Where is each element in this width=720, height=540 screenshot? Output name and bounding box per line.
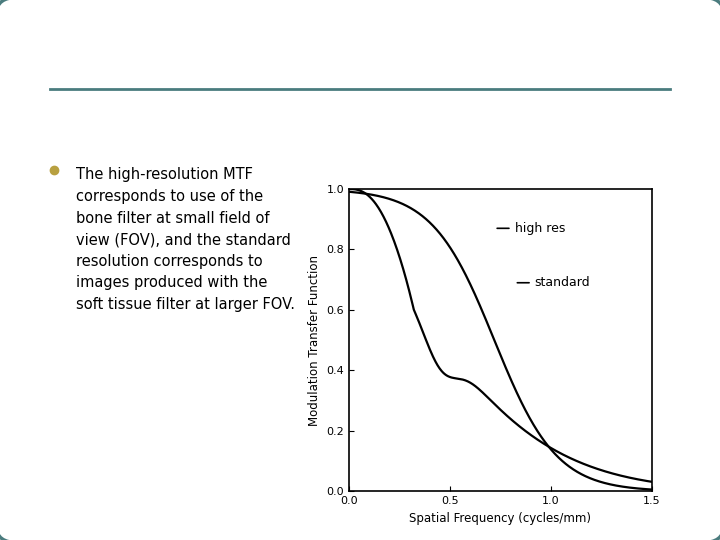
Y-axis label: Modulation Transfer Function: Modulation Transfer Function [308,255,321,426]
Text: high res: high res [497,222,565,235]
Text: standard: standard [517,276,590,289]
X-axis label: Spatial Frequency (cycles/mm): Spatial Frequency (cycles/mm) [410,512,591,525]
Text: The high-resolution MTF
corresponds to use of the
bone filter at small field of
: The high-resolution MTF corresponds to u… [76,167,294,312]
